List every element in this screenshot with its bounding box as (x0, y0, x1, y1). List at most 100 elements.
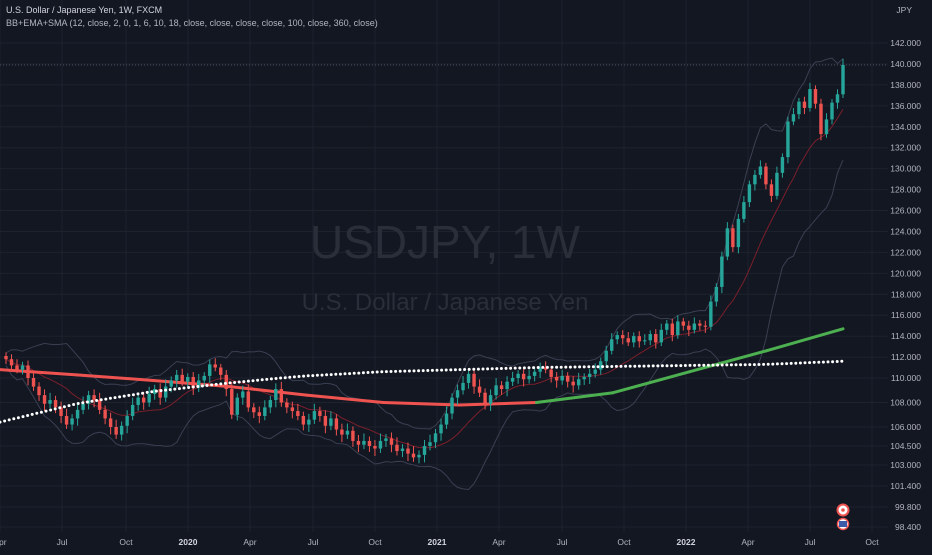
candle-body (731, 228, 735, 248)
sma-360-dot (734, 363, 738, 367)
candle (114, 419, 118, 440)
candle (400, 444, 405, 458)
candle (676, 315, 680, 339)
candle-body (97, 400, 102, 410)
candle (720, 251, 724, 294)
candle (213, 358, 217, 372)
candle (659, 323, 663, 347)
candle-body (477, 386, 482, 393)
candle-body (543, 367, 548, 370)
sma-360-dot (633, 364, 637, 368)
symbol-title[interactable]: U.S. Dollar / Japanese Yen, 1W, FXCM (6, 5, 163, 15)
sma-360-dot (145, 390, 149, 394)
candle-body (433, 433, 438, 443)
candle-body (103, 409, 107, 419)
candle (417, 450, 421, 464)
y-tick-label: 110.000 (891, 373, 921, 383)
candle (687, 320, 691, 337)
candle-body (505, 381, 509, 390)
candle-body (450, 397, 454, 414)
sma-360-dot (16, 416, 20, 420)
sma-360-dot (697, 363, 701, 367)
candle-body (186, 376, 190, 382)
candle (422, 440, 427, 463)
sma-360-dot (292, 375, 296, 379)
candle (241, 385, 245, 405)
sma-360-dot (177, 387, 181, 391)
candle-body (70, 418, 74, 425)
x-tick-label: Jul (57, 537, 68, 547)
sma-360-dot (647, 364, 651, 368)
sma-360-dot (637, 364, 641, 368)
candle-body (439, 424, 443, 434)
candle-body (152, 389, 157, 394)
flag-marker-icon (836, 517, 850, 531)
sma-360-dot (30, 412, 34, 416)
y-tick-label: 138.000 (890, 80, 921, 90)
sma-360-dot (831, 360, 835, 364)
candle-body (698, 323, 702, 326)
candle-body (621, 335, 625, 339)
candle-body (593, 369, 597, 374)
sma-360-dot (251, 379, 255, 383)
sma-360-dot (173, 387, 177, 391)
candle-body (659, 329, 663, 343)
candle (42, 389, 47, 411)
sma-100-segment (764, 327, 845, 353)
candle (532, 368, 537, 382)
candle (318, 406, 322, 422)
candle-body (797, 101, 801, 115)
sma-360-dot (95, 399, 99, 402)
sma-360-dot (3, 419, 7, 423)
candle-body (422, 446, 427, 455)
y-tick-label: 134.000 (890, 122, 921, 132)
candle (345, 423, 350, 440)
sma-360-dot (766, 362, 770, 366)
candle-body (841, 64, 845, 95)
candle (186, 373, 190, 388)
candle (4, 352, 8, 365)
sma-100-segment (534, 391, 615, 404)
x-tick-label: 2021 (428, 537, 447, 547)
candle-body (532, 371, 537, 376)
y-tick-label: 118.000 (891, 289, 921, 299)
candle-body (169, 380, 173, 387)
candle-body (830, 102, 834, 120)
candle (824, 113, 829, 138)
candle-body (692, 323, 697, 330)
candle (296, 403, 300, 421)
sma-100-segment (0, 368, 79, 377)
sma-360-dot (122, 394, 126, 398)
candle-body (378, 440, 383, 449)
candle-body (340, 429, 344, 435)
candle (709, 295, 713, 331)
candle (819, 98, 823, 141)
candle-body (246, 391, 250, 408)
candle-body (747, 184, 752, 203)
sma-360-dot (748, 363, 752, 367)
sma-360-dot (522, 366, 526, 370)
candle-body (373, 446, 377, 449)
candle-body (323, 415, 328, 426)
sma-360-dot (403, 369, 407, 373)
candle-body (791, 114, 796, 122)
candle-body (665, 323, 669, 330)
candle-body (108, 418, 113, 427)
sma-360-dot (545, 365, 549, 369)
candle (86, 390, 91, 410)
candle-body (516, 373, 520, 378)
sma-360-dot (702, 363, 706, 367)
sma-360-dot (785, 362, 789, 366)
sma-360-dot (532, 366, 536, 370)
indicator-legend[interactable]: BB+EMA+SMA (12, close, 2, 0, 1, 6, 10, 1… (6, 18, 378, 28)
candle-body (637, 336, 641, 342)
sma-360-dot (81, 401, 85, 405)
candle (373, 440, 377, 457)
candle-body (208, 364, 212, 376)
candle (219, 363, 223, 381)
candle (527, 369, 531, 384)
candle-body (786, 121, 790, 158)
sma-360-dot (660, 364, 664, 368)
